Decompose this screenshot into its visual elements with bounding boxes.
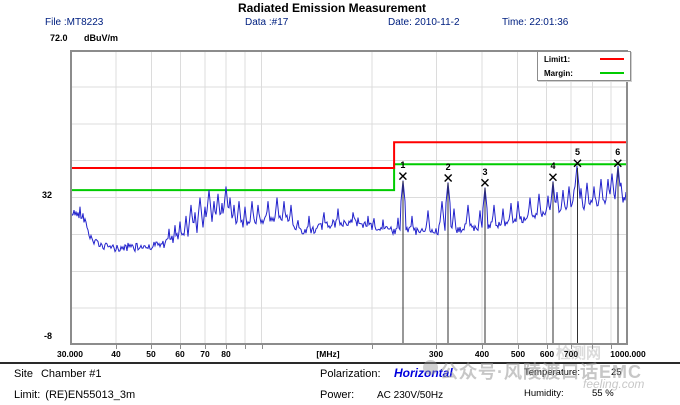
x-axis-tick-label: 500 [510, 349, 526, 359]
x-axis-tick-label: 80 [221, 349, 231, 359]
y-axis-unit-label: dBuV/m [84, 33, 119, 43]
y-axis-mid-label: 32 [41, 190, 52, 200]
x-axis-tick [518, 345, 519, 349]
peak-marker-number: 1 [400, 160, 405, 170]
legend-item-margin: Margin: [538, 66, 630, 80]
x-axis-tick-label: 50 [146, 349, 156, 359]
peak-marker-number: 5 [575, 147, 580, 157]
date-label: Date: 2010-11-2 [388, 17, 460, 28]
legend-margin-line-swatch [600, 72, 624, 74]
file-label: File :MT8223 [45, 17, 104, 28]
limit-row: Limit: (RE)EN55013_3m [14, 389, 135, 401]
x-axis-unit-label: [MHz] [316, 349, 340, 359]
x-axis-tick-label: 300 [428, 349, 444, 359]
x-axis-tick [611, 345, 612, 349]
limit-value: (RE)EN55013_3m [45, 389, 136, 401]
footer-separator [0, 362, 680, 364]
x-axis-tick [180, 345, 181, 349]
site-value: Chamber #1 [40, 368, 102, 380]
x-axis-tick [151, 345, 152, 349]
watermark-logo [423, 360, 438, 375]
x-axis-tick-marks [70, 345, 628, 349]
x-axis-tick-label: 40 [111, 349, 121, 359]
site-row: Site Chamber #1 [14, 368, 102, 380]
x-axis-tick [226, 345, 227, 349]
x-axis-tick-labels: 30.000 40 50 60 70 80 [MHz] 300 400 500 600 700 1000… [57, 349, 646, 361]
x-axis-tick [245, 345, 246, 349]
peak-marker-number: 6 [615, 147, 620, 157]
humidity-value: 55 % [592, 388, 614, 399]
polarization-value: Horizontal [394, 366, 453, 380]
data-label: Data :#17 [245, 17, 289, 28]
emission-chart: 1 2 3 4 5 6 [69, 50, 629, 345]
peak-marker-number: 4 [550, 161, 555, 171]
y-axis-bottom-label: -8 [43, 331, 52, 341]
x-axis-tick [482, 345, 483, 349]
legend-limit-label: Limit1: [544, 54, 571, 64]
peak-marker-number: 3 [482, 167, 487, 177]
x-axis-tick [547, 345, 548, 349]
x-axis-tick [436, 345, 437, 349]
x-axis-tick [205, 345, 206, 349]
x-axis-tick-label: 400 [474, 349, 490, 359]
site-label: Site [14, 368, 33, 380]
x-axis-tick-label: 1000.000 [610, 349, 646, 359]
time-label: Time: 22:01:36 [502, 17, 569, 28]
legend-limit-line-swatch [600, 58, 624, 60]
chart-legend: Limit1: Margin: [537, 51, 631, 81]
y-axis-top-label: 72.0 [50, 33, 68, 43]
peak-marker-number: 2 [446, 162, 451, 172]
x-axis-tick-label: 600 [539, 349, 555, 359]
polarization-label: Polarization: [320, 368, 381, 380]
x-axis-tick-label: 700 [563, 349, 579, 359]
power-label: Power: [320, 389, 355, 401]
x-axis-tick [571, 345, 572, 349]
emission-chart-svg: 1 2 3 4 5 6 [69, 50, 629, 345]
x-axis-tick [262, 345, 263, 349]
page-title: Radiated Emission Measurement [237, 1, 427, 15]
x-axis-tick [372, 345, 373, 349]
limit-label: Limit: [14, 389, 41, 401]
legend-item-limit: Limit1: [538, 52, 630, 66]
x-axis-tick-label: 60 [175, 349, 185, 359]
x-axis-tick-label: 30.000 [57, 349, 83, 359]
power-value: AC 230V/50Hz [377, 390, 444, 401]
x-axis-tick [116, 345, 117, 349]
x-axis-tick [592, 345, 593, 349]
humidity-label: Humidity: [524, 388, 564, 399]
x-axis-tick-label: 70 [200, 349, 210, 359]
temperature-value: 25 [611, 367, 622, 378]
temperature-label: Temperature: [524, 367, 580, 378]
legend-margin-label: Margin: [544, 68, 573, 78]
